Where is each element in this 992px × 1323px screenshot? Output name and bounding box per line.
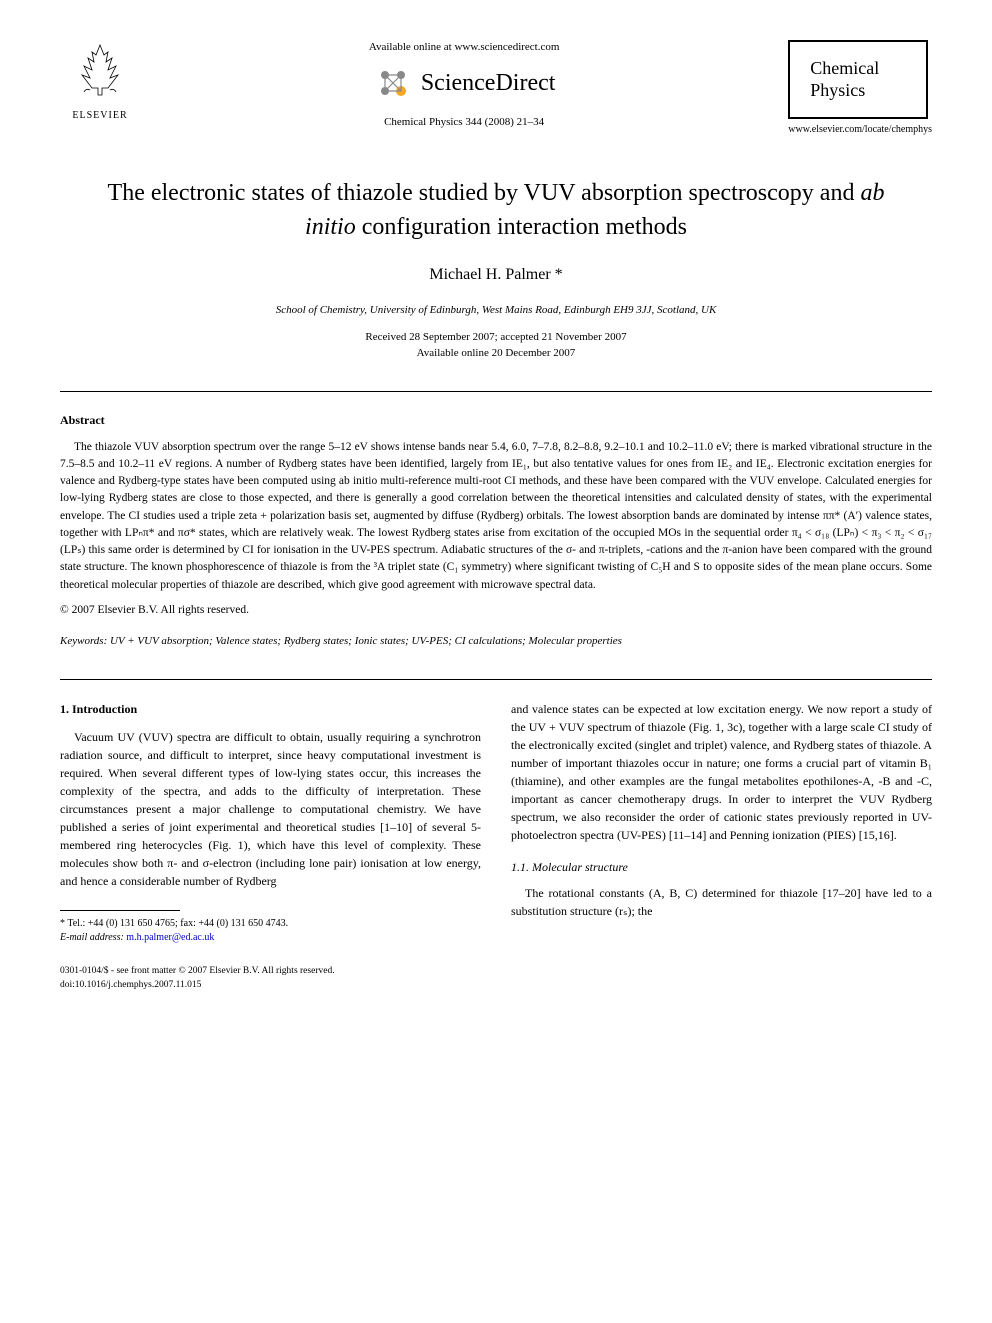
footnote-email-label: E-mail address: <box>60 932 124 943</box>
page-footer: 0301-0104/$ - see front matter © 2007 El… <box>60 965 932 992</box>
right-column: and valence states can be expected at lo… <box>511 700 932 945</box>
author-affiliation: School of Chemistry, University of Edinb… <box>60 303 932 318</box>
journal-box-container: Chemical Physics www.elsevier.com/locate… <box>788 40 932 137</box>
left-column: 1. Introduction Vacuum UV (VUV) spectra … <box>60 700 481 945</box>
footnote-separator <box>60 910 180 911</box>
copyright-line: © 2007 Elsevier B.V. All rights reserved… <box>60 602 932 618</box>
keywords-text: UV + VUV absorption; Valence states; Ryd… <box>107 635 622 647</box>
journal-reference: Chemical Physics 344 (2008) 21–34 <box>140 115 788 130</box>
sciencedirect-text: ScienceDirect <box>421 67 556 101</box>
dates-online: Available online 20 December 2007 <box>60 346 932 361</box>
footer-doi: doi:10.1016/j.chemphys.2007.11.015 <box>60 979 932 992</box>
keywords-label: Keywords: <box>60 635 107 647</box>
author-name: Michael H. Palmer * <box>60 264 932 286</box>
article-title: The electronic states of thiazole studie… <box>80 177 912 244</box>
sciencedirect-logo: ScienceDirect <box>140 63 788 103</box>
subsection-1-1-heading: 1.1. Molecular structure <box>511 858 932 876</box>
header-row: ELSEVIER Available online at www.science… <box>60 40 932 137</box>
body-columns: 1. Introduction Vacuum UV (VUV) spectra … <box>60 700 932 945</box>
title-part2: configuration interaction methods <box>356 214 687 240</box>
available-online-text: Available online at www.sciencedirect.co… <box>140 40 788 55</box>
divider-top <box>60 391 932 392</box>
divider-bottom <box>60 679 932 680</box>
footnote-tel: * Tel.: +44 (0) 131 650 4765; fax: +44 (… <box>60 917 481 931</box>
journal-box: Chemical Physics <box>788 40 928 119</box>
journal-url: www.elsevier.com/locate/chemphys <box>788 123 932 137</box>
footnote-email: E-mail address: m.h.palmer@ed.ac.uk <box>60 931 481 945</box>
abstract-heading: Abstract <box>60 412 932 429</box>
elsevier-logo: ELSEVIER <box>60 40 140 123</box>
journal-name-line2: Physics <box>810 80 906 102</box>
abstract-body: The thiazole VUV absorption spectrum ove… <box>60 439 932 594</box>
title-part1: The electronic states of thiazole studie… <box>108 180 861 206</box>
article-dates: Received 28 September 2007; accepted 21 … <box>60 330 932 361</box>
footer-issn: 0301-0104/$ - see front matter © 2007 El… <box>60 965 932 978</box>
sciencedirect-icon <box>373 63 413 103</box>
section-1-para-1: Vacuum UV (VUV) spectra are difficult to… <box>60 728 481 890</box>
elsevier-label: ELSEVIER <box>60 109 140 123</box>
subsection-1-1-para: The rotational constants (A, B, C) deter… <box>511 884 932 920</box>
section-1-col2-para: and valence states can be expected at lo… <box>511 700 932 844</box>
journal-name-line1: Chemical <box>810 58 906 80</box>
keywords-line: Keywords: UV + VUV absorption; Valence s… <box>60 634 932 649</box>
dates-received: Received 28 September 2007; accepted 21 … <box>60 330 932 345</box>
footnote-email-link[interactable]: m.h.palmer@ed.ac.uk <box>126 932 214 943</box>
elsevier-tree-icon <box>70 40 130 100</box>
abstract-paragraph: The thiazole VUV absorption spectrum ove… <box>60 439 932 594</box>
center-header: Available online at www.sciencedirect.co… <box>140 40 788 131</box>
section-1-heading: 1. Introduction <box>60 700 481 718</box>
